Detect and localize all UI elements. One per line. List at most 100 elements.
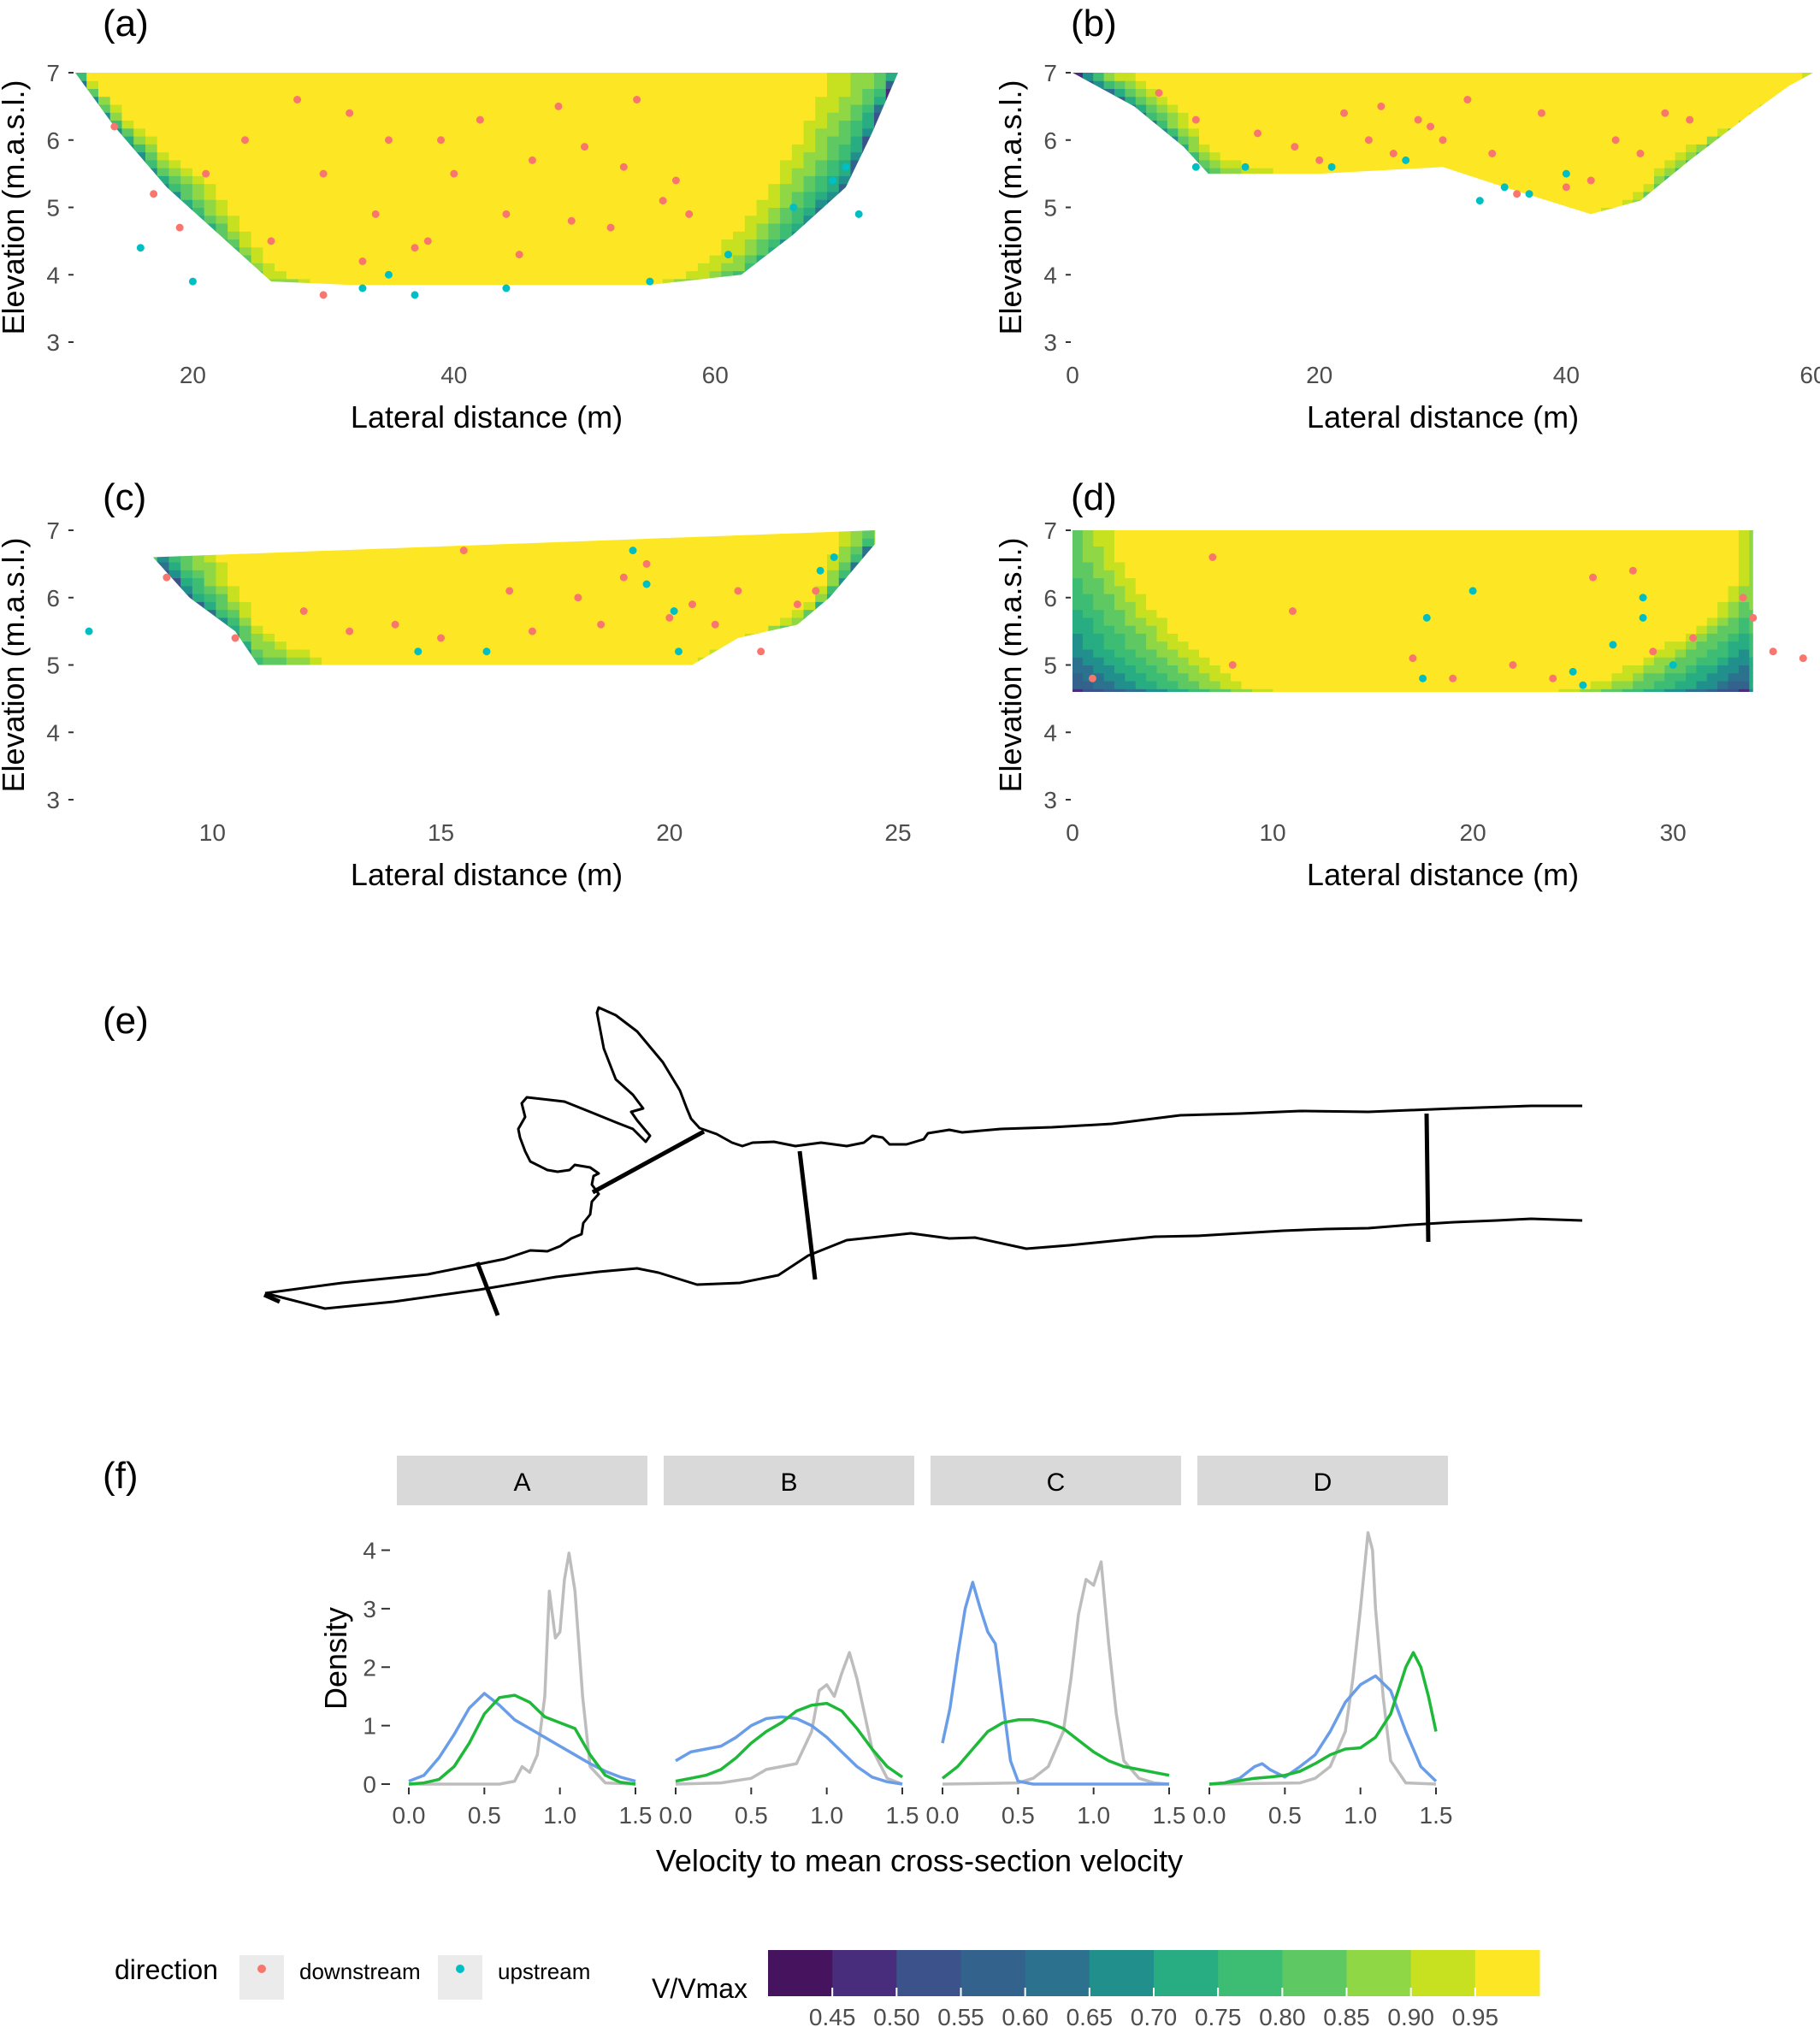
velocity-cell	[509, 120, 523, 129]
velocity-cell	[1252, 215, 1263, 223]
velocity-cell	[1759, 167, 1772, 176]
velocity-cell	[121, 239, 135, 248]
velocity-cell	[1103, 135, 1115, 145]
velocity-cell	[1284, 215, 1295, 223]
velocity-cell	[1559, 270, 1570, 279]
velocity-cell	[86, 594, 99, 602]
velocity-cell	[1421, 167, 1433, 176]
velocity-cell	[1104, 302, 1115, 310]
velocity-cell	[662, 246, 676, 256]
velocity-cell	[780, 80, 793, 90]
velocity-cell	[1654, 239, 1665, 247]
velocity-cell	[310, 262, 323, 272]
velocity-cell	[1294, 326, 1305, 334]
velocity-cell	[1443, 287, 1454, 295]
velocity-cell	[463, 88, 476, 98]
velocity-cell	[1421, 215, 1433, 223]
velocity-cell	[251, 318, 264, 327]
velocity-cell	[1749, 270, 1760, 279]
velocity-cell	[815, 73, 829, 81]
velocity-cell	[627, 174, 641, 185]
velocity-cell	[369, 230, 381, 240]
velocity-cell	[98, 135, 111, 145]
velocity-cell	[1114, 127, 1126, 137]
velocity-cell	[121, 151, 135, 161]
velocity-cell	[1231, 174, 1243, 185]
velocity-cell	[1463, 223, 1474, 232]
velocity-cell	[1611, 73, 1623, 81]
velocity-cell	[1283, 96, 1296, 105]
velocity-cell	[1590, 191, 1603, 200]
velocity-cell	[1654, 287, 1665, 295]
velocity-cell	[357, 207, 370, 216]
velocity-cell	[568, 127, 582, 137]
velocity-cell	[1802, 287, 1813, 295]
velocity-cell	[756, 270, 770, 280]
velocity-field	[86, 530, 876, 705]
velocity-cell	[133, 120, 146, 129]
velocity-cell	[1696, 167, 1708, 176]
velocity-cell	[1633, 80, 1645, 90]
velocity-cell	[75, 294, 88, 303]
velocity-cell	[1305, 287, 1316, 295]
velocity-cell	[486, 174, 499, 185]
velocity-cell	[1569, 334, 1581, 342]
velocity-cell	[1516, 255, 1528, 263]
velocity-cell	[1580, 198, 1592, 208]
velocity-cell	[404, 135, 417, 145]
velocity-cell	[1601, 96, 1613, 105]
velocity-cell	[1241, 103, 1253, 113]
velocity-cell	[168, 191, 182, 200]
velocity-cell	[180, 159, 193, 168]
velocity-cell	[98, 585, 111, 594]
velocity-cell	[86, 696, 99, 705]
velocity-cell	[1220, 88, 1232, 98]
velocity-cell	[1738, 151, 1751, 161]
velocity-cell	[1368, 278, 1380, 287]
velocity-cell	[1537, 135, 1550, 145]
velocity-cell	[109, 88, 123, 98]
velocity-cell	[1591, 326, 1602, 334]
velocity-cell	[1654, 318, 1665, 327]
velocity-cell	[768, 143, 782, 153]
velocity-cell	[1569, 73, 1581, 81]
velocity-cell	[322, 159, 334, 168]
velocity-cell	[1516, 231, 1528, 239]
velocity-cell	[885, 111, 898, 121]
velocity-cell	[639, 103, 652, 113]
velocity-cell	[1389, 111, 1402, 121]
velocity-cell	[1686, 231, 1697, 239]
velocity-cell	[874, 222, 887, 232]
velocity-cell	[393, 287, 405, 295]
velocity-cell	[1622, 310, 1634, 318]
velocity-cell	[86, 570, 99, 578]
velocity-cell	[838, 73, 852, 81]
velocity-cell	[827, 310, 840, 318]
velocity-cell	[1675, 239, 1687, 247]
velocity-cell	[733, 174, 746, 185]
velocity-cell	[1601, 135, 1613, 145]
velocity-cell	[1728, 231, 1740, 239]
velocity-cell	[1442, 143, 1454, 153]
velocity-cell	[1633, 302, 1644, 310]
velocity-cell	[275, 88, 287, 98]
velocity-cell	[1442, 151, 1454, 161]
velocity-cell	[1474, 183, 1486, 192]
velocity-cell	[568, 239, 582, 248]
velocity-cell	[86, 262, 99, 272]
velocity-cell	[180, 270, 193, 280]
velocity-cell	[1601, 287, 1612, 295]
velocity-cell	[1114, 159, 1126, 168]
velocity-cell	[603, 111, 617, 121]
velocity-cell	[662, 183, 676, 192]
velocity-cell	[804, 287, 817, 295]
velocity-cell	[1082, 143, 1095, 153]
velocity-cell	[1136, 310, 1147, 318]
velocity-cell	[275, 326, 287, 334]
velocity-cell	[709, 246, 723, 256]
velocity-cell	[333, 111, 346, 121]
velocity-cell	[1284, 294, 1295, 303]
velocity-cell	[533, 88, 547, 98]
velocity-cell	[1156, 215, 1167, 223]
velocity-cell	[1072, 135, 1084, 145]
